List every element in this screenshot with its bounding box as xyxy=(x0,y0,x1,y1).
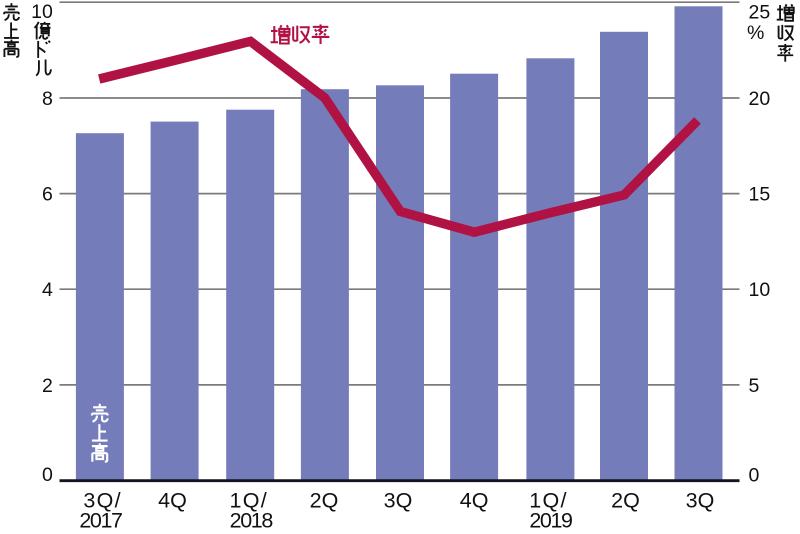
svg-text:3Q: 3Q xyxy=(384,489,413,513)
svg-text:3Q/: 3Q/ xyxy=(83,489,122,513)
svg-text:8: 8 xyxy=(42,88,53,110)
svg-text:2017: 2017 xyxy=(79,508,122,532)
svg-text:10: 10 xyxy=(749,279,771,301)
svg-text:1Q/: 1Q/ xyxy=(529,489,568,513)
svg-text:6: 6 xyxy=(42,184,53,206)
svg-text:2019: 2019 xyxy=(529,508,572,532)
svg-text:10: 10 xyxy=(31,1,53,23)
svg-text:%: % xyxy=(747,22,764,44)
svg-text:4Q: 4Q xyxy=(460,489,489,513)
svg-text:5: 5 xyxy=(749,375,760,397)
svg-text:2Q: 2Q xyxy=(611,489,640,513)
svg-text:0: 0 xyxy=(42,464,53,486)
svg-text:3Q: 3Q xyxy=(686,489,715,513)
svg-text:2: 2 xyxy=(42,375,53,397)
svg-text:2Q: 2Q xyxy=(310,489,339,513)
svg-text:25: 25 xyxy=(749,2,771,24)
svg-text:4Q: 4Q xyxy=(158,489,187,513)
svg-text:1Q/: 1Q/ xyxy=(230,489,269,513)
svg-text:4: 4 xyxy=(42,279,53,301)
svg-text:20: 20 xyxy=(749,88,771,110)
svg-text:2018: 2018 xyxy=(230,508,274,532)
svg-text:0: 0 xyxy=(749,464,760,486)
svg-text:15: 15 xyxy=(749,184,771,206)
